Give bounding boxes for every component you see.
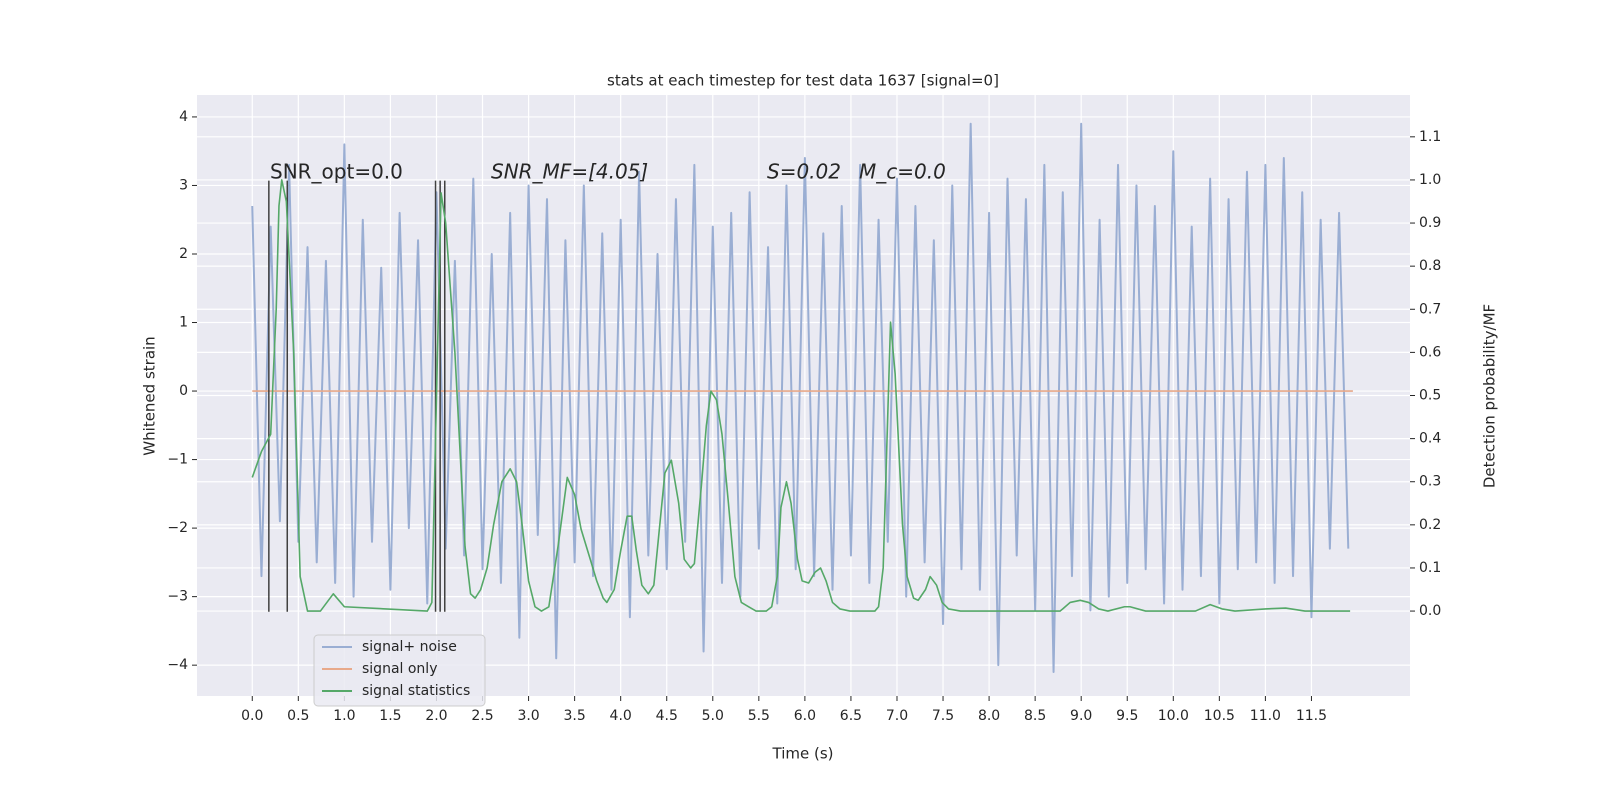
y2-tick-label: 1.0 — [1419, 172, 1441, 188]
x-tick-label: 0.0 — [241, 708, 263, 724]
y-tick-label: 3 — [179, 177, 188, 193]
annotation: SNR_MF=[4.05] — [491, 160, 648, 184]
legend: signal+ noise signal only signal statistic… — [313, 634, 486, 707]
y-tick-label: −3 — [167, 589, 188, 605]
legend-label: signal only — [362, 661, 437, 677]
annotation: M_c=0.0 — [859, 160, 946, 184]
x-tick-label: 0.5 — [287, 708, 309, 724]
y-tick-label: −2 — [167, 520, 188, 536]
legend-label: signal statistics — [362, 683, 470, 699]
y-tick-label: −4 — [167, 657, 188, 673]
y-tick-label: 4 — [179, 109, 188, 125]
y-tick-label: 2 — [179, 246, 188, 262]
x-tick-label: 1.0 — [333, 708, 355, 724]
x-tick-label: 9.5 — [1116, 708, 1138, 724]
x-axis-label: Time (s) — [772, 745, 834, 763]
x-tick-label: 5.0 — [702, 708, 724, 724]
y2-tick-label: 0.1 — [1419, 560, 1441, 576]
x-tick-label: 4.0 — [610, 708, 632, 724]
y2-tick-label: 0.3 — [1419, 474, 1441, 490]
y2-tick-label: 0.7 — [1419, 301, 1441, 317]
x-tick-label: 10.5 — [1204, 708, 1235, 724]
annotation: SNR_opt=0.0 — [270, 160, 403, 184]
x-tick-label: 6.0 — [794, 708, 816, 724]
x-tick-label: 10.0 — [1158, 708, 1189, 724]
y2-tick-label: 0.4 — [1419, 431, 1441, 447]
x-tick-label: 9.0 — [1070, 708, 1092, 724]
y2-tick-label: 0.9 — [1419, 215, 1441, 231]
x-tick-label: 8.5 — [1024, 708, 1046, 724]
x-tick-label: 11.0 — [1250, 708, 1281, 724]
x-tick-label: 6.5 — [840, 708, 862, 724]
y2-tick-label: 0.5 — [1419, 388, 1441, 404]
x-tick-label: 2.5 — [471, 708, 493, 724]
legend-box — [313, 634, 486, 707]
y-tick-label: −1 — [167, 452, 188, 468]
y-axis-label: Whitened strain — [141, 336, 159, 455]
legend-label: signal+ noise — [362, 639, 457, 655]
x-tick-label: 11.5 — [1296, 708, 1327, 724]
y2-tick-label: 0.8 — [1419, 258, 1441, 274]
y2-tick-label: 1.1 — [1419, 129, 1441, 145]
y2-tick-label: 0.2 — [1419, 517, 1441, 533]
y2-tick-label: 0.0 — [1419, 603, 1441, 619]
x-tick-label: 3.0 — [517, 708, 539, 724]
x-tick-label: 7.5 — [932, 708, 954, 724]
x-tick-label: 2.0 — [425, 708, 447, 724]
x-tick-label: 4.5 — [656, 708, 678, 724]
annotation: S=0.02 — [767, 160, 841, 184]
x-tick-label: 5.5 — [748, 708, 770, 724]
chart-title: stats at each timestep for test data 163… — [607, 72, 999, 90]
x-tick-label: 3.5 — [563, 708, 585, 724]
x-tick-label: 7.0 — [886, 708, 908, 724]
series-line — [251, 179, 1351, 612]
y2-tick-label: 0.6 — [1419, 344, 1441, 360]
y-tick-label: 0 — [179, 383, 188, 399]
x-tick-label: 8.0 — [978, 708, 1000, 724]
x-tick-label: 1.5 — [379, 708, 401, 724]
y2-axis-label: Detection probability/MF — [1481, 304, 1499, 488]
y-tick-label: 1 — [179, 315, 188, 331]
